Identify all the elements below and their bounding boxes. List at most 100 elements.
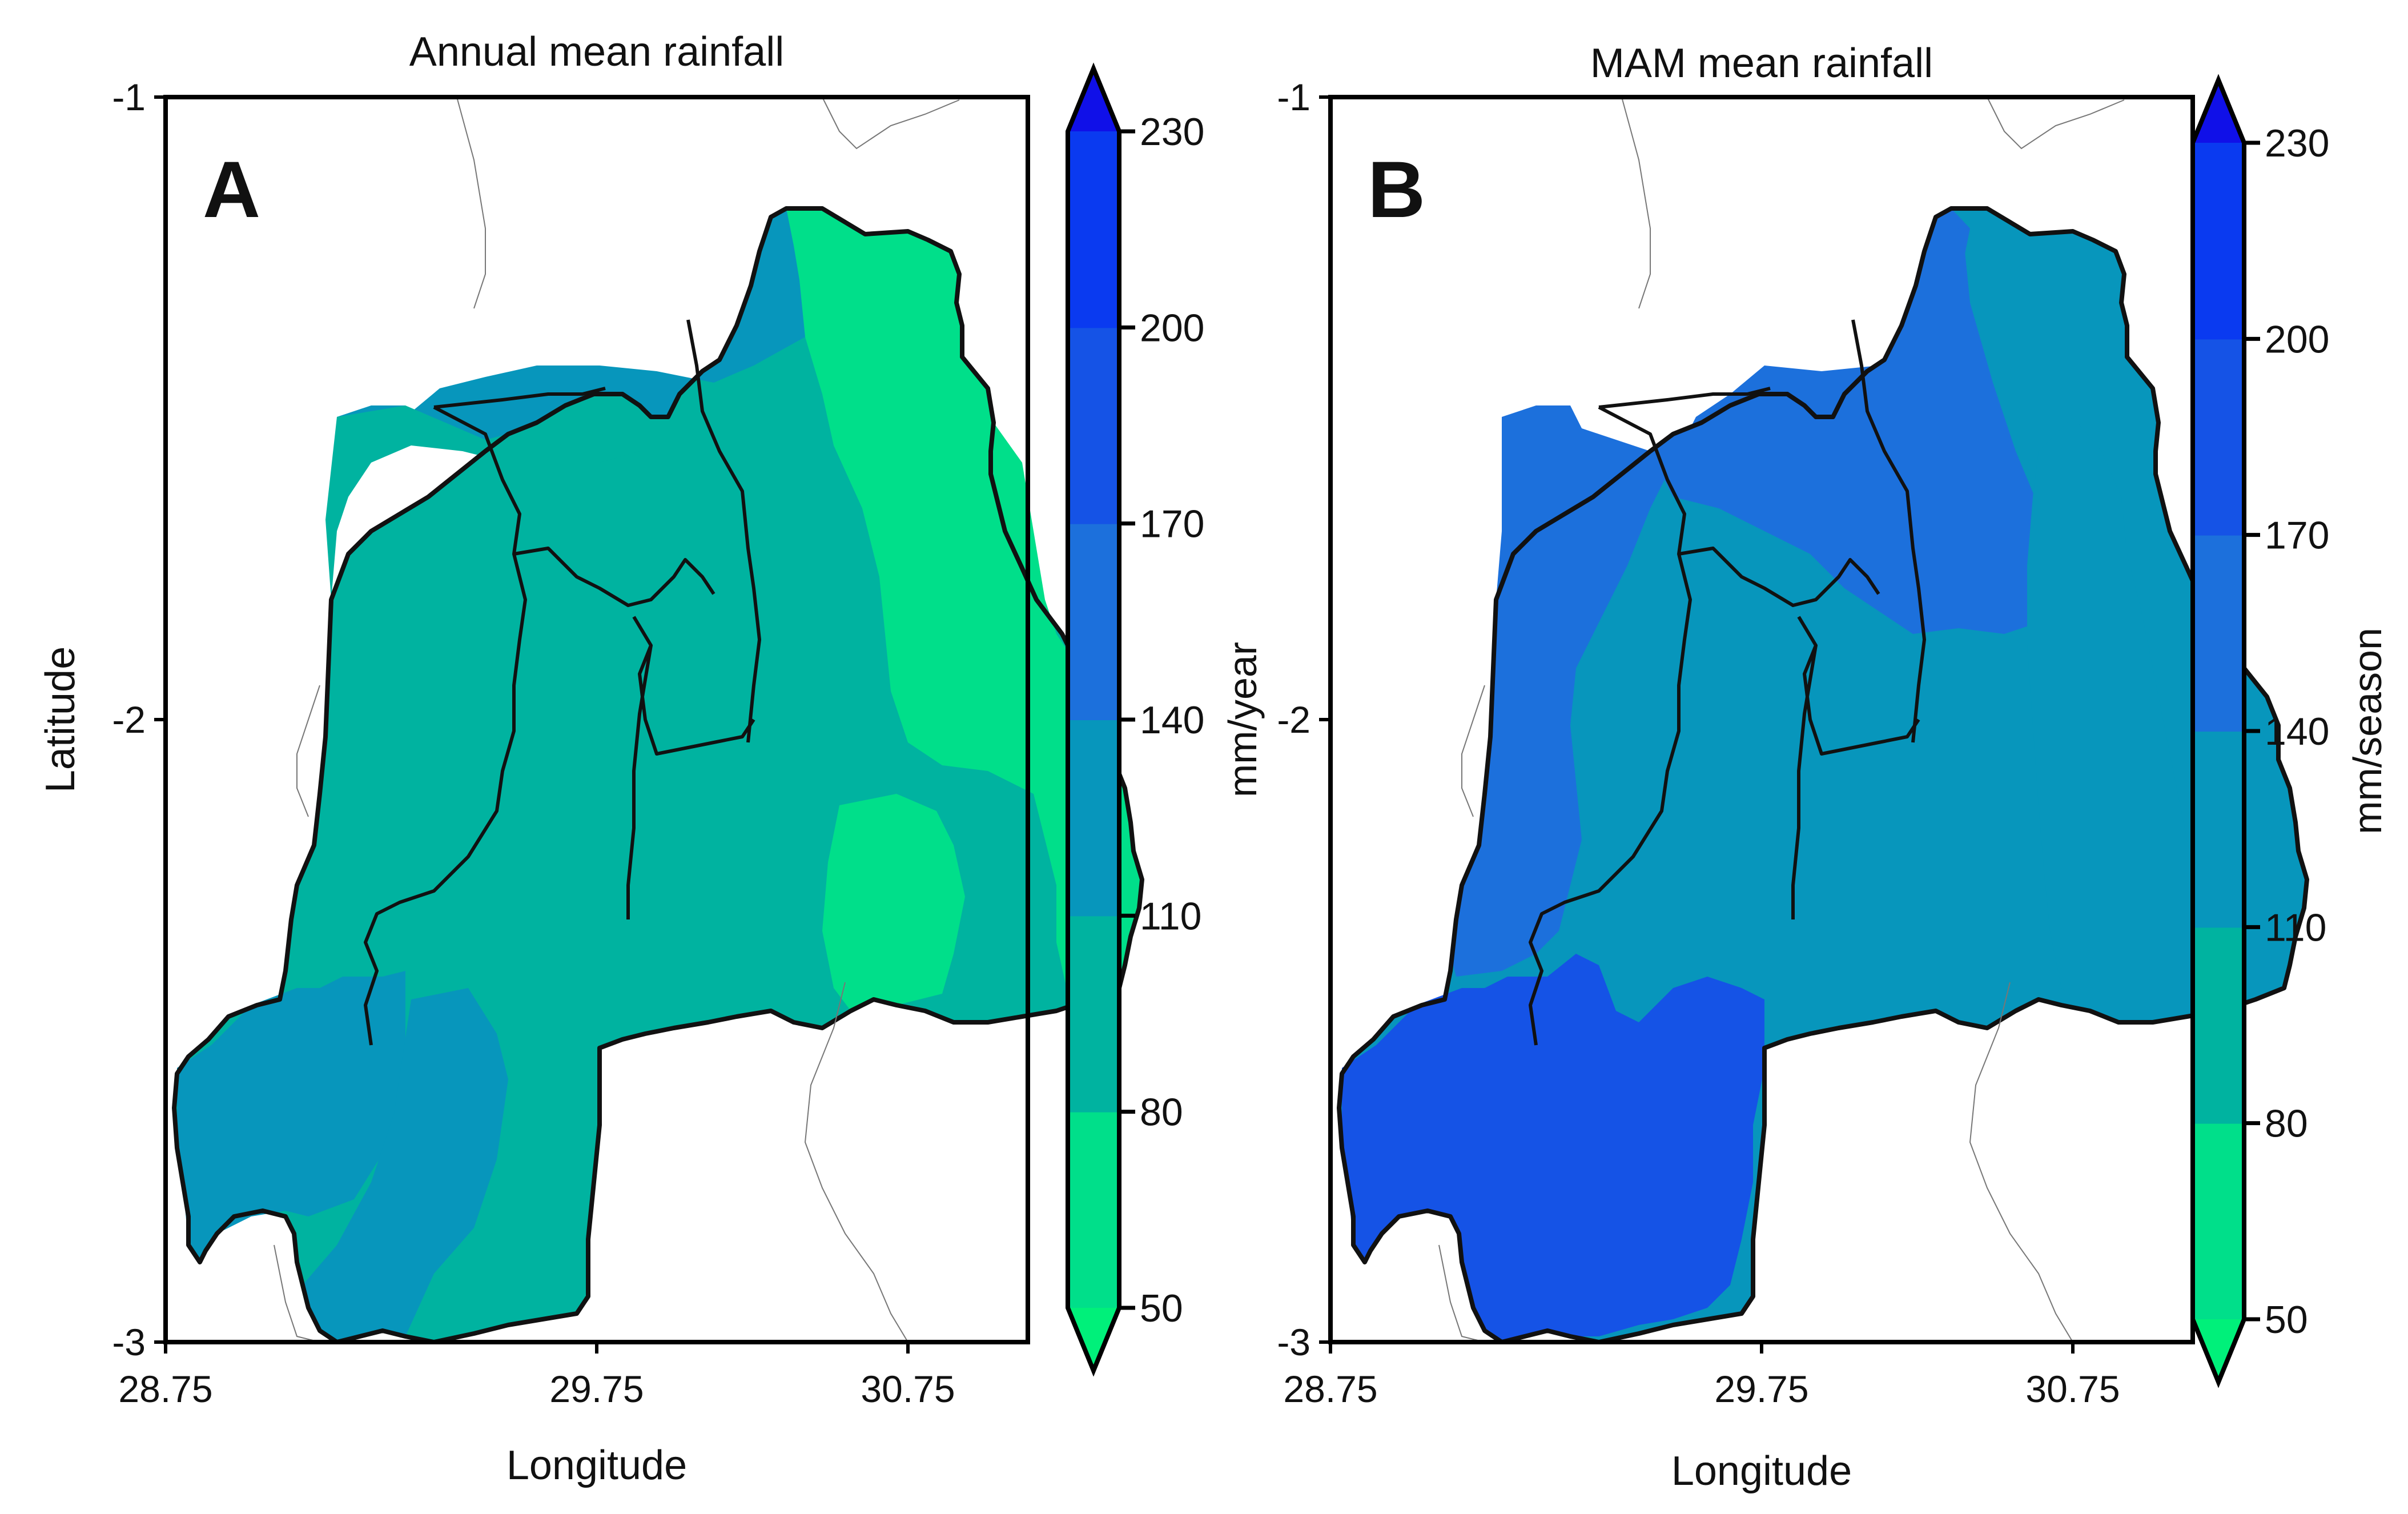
neighbour-border-line xyxy=(1438,1244,1485,1343)
colorbar-tick-label: 200 xyxy=(2265,318,2329,361)
colorbar-tick-label: 140 xyxy=(1140,698,1204,742)
province-boundaries xyxy=(1339,208,2307,1342)
boundary-line xyxy=(1529,405,1692,1046)
colorbar-b: 50 80 110 140 170 200 230 mm/season xyxy=(2190,74,2390,1388)
y-tick-label: -1 xyxy=(112,76,146,118)
x-tick-label: 30.75 xyxy=(861,1368,955,1410)
neighbour-border-line xyxy=(1969,982,2073,1343)
colorbar-band xyxy=(2193,731,2244,928)
x-tick-label: 30.75 xyxy=(2025,1368,2120,1410)
rainfall-south-region xyxy=(303,988,508,1342)
neighbour-border-line xyxy=(456,97,486,309)
y-tick-label: -2 xyxy=(1277,698,1310,741)
colorbar-band xyxy=(2193,535,2244,732)
colorbar-band xyxy=(2193,339,2244,536)
colorbar-band xyxy=(1068,1111,1119,1308)
colorbar-tick-label: 230 xyxy=(2265,122,2329,165)
colorbar-tick-label: 230 xyxy=(1140,110,1204,154)
colorbar-band xyxy=(2193,143,2244,340)
colorbar-tick-label: 170 xyxy=(2265,514,2329,557)
colorbar-extend-max xyxy=(1068,69,1119,131)
boundary-line xyxy=(1678,547,1880,607)
rainfall-map-b xyxy=(1339,97,2307,1342)
x-tick-label: 29.75 xyxy=(1714,1368,1808,1410)
boundary-line xyxy=(686,319,761,743)
colorbar-tick-label: 110 xyxy=(2265,906,2326,949)
panel-title-b: MAM mean rainfall xyxy=(1590,41,1933,86)
rainfall-east-region xyxy=(2027,417,2221,1022)
colorbar-band xyxy=(1068,327,1119,524)
y-tick-label: -2 xyxy=(112,698,146,741)
y-axis-a: -1 -2 -3 xyxy=(112,76,166,1363)
colorbar-tick-label: 140 xyxy=(2265,710,2329,753)
neighbour-border-line xyxy=(1987,97,2125,150)
neighbour-border-line xyxy=(822,97,960,150)
rainfall-east-region xyxy=(786,208,1142,999)
boundary-line xyxy=(1797,616,1920,756)
colorbar-band xyxy=(1068,523,1119,720)
x-tick-label: 29.75 xyxy=(549,1368,644,1410)
neighbour-border-line xyxy=(804,982,908,1343)
colorbar-band xyxy=(2193,1123,2244,1320)
colorbar-extend-min xyxy=(1068,1308,1119,1371)
neighbour-border-line xyxy=(274,1244,320,1343)
boundary-line xyxy=(1598,387,1771,409)
colorbar-tick-label: 50 xyxy=(2265,1298,2308,1342)
y-axis-b: -1 -2 -3 xyxy=(1277,76,1330,1363)
x-axis-a: 28.75 29.75 30.75 xyxy=(118,1342,955,1410)
panel-letter-a: A xyxy=(203,144,260,234)
rainfall-north-region xyxy=(325,394,640,600)
x-axis-label-b: Longitude xyxy=(1671,1448,1852,1494)
boundary-line xyxy=(364,405,527,1046)
colorbar-band xyxy=(1068,915,1119,1113)
colorbar-label-a: mm/year xyxy=(1220,642,1265,797)
colorbar-tick-label: 200 xyxy=(1140,306,1204,350)
colorbar-a: 50 80 110 140 170 200 230 mm/year xyxy=(1066,62,1265,1377)
boundary-line xyxy=(632,616,755,756)
colorbar-tick-label: 50 xyxy=(1140,1287,1183,1330)
boundary-line xyxy=(626,645,653,919)
x-tick-label: 28.75 xyxy=(118,1368,212,1410)
colorbar-band xyxy=(1068,720,1119,917)
x-axis-label-a: Longitude xyxy=(506,1443,687,1488)
colorbar-segments xyxy=(1068,69,1119,1371)
panel-b: B MAM mean rainfall -1 -2 -3 28.75 29.75… xyxy=(1277,41,2390,1494)
colorbar-tick-label: 110 xyxy=(1140,894,1201,938)
rainfall-southwest-region xyxy=(1342,954,1764,1342)
colorbar-extend-max xyxy=(2193,80,2244,143)
boundary-line xyxy=(433,387,606,409)
colorbar-band xyxy=(1068,131,1119,328)
neighbour-border-line xyxy=(296,685,320,817)
boundary-line xyxy=(1851,319,1926,743)
colorbar-segments xyxy=(2193,80,2244,1382)
panel-a: A Annual mean rainfall -1 -2 -3 Latitude… xyxy=(38,29,1265,1488)
colorbar-band xyxy=(2193,927,2244,1124)
boundary-line xyxy=(1791,645,1818,919)
neighbour-borders xyxy=(1438,97,2125,1343)
neighbour-border-line xyxy=(1621,97,1651,309)
rainfall-map-a xyxy=(174,97,1142,1342)
neighbour-border-line xyxy=(1461,685,1485,817)
x-tick-label: 28.75 xyxy=(1283,1368,1377,1410)
colorbar-extend-min xyxy=(2193,1319,2244,1382)
colorbar-label-b: mm/season xyxy=(2345,628,2390,834)
province-boundaries xyxy=(174,208,1142,1342)
rainfall-southeast-region xyxy=(822,794,965,1011)
neighbour-borders xyxy=(274,97,960,1343)
y-axis-label-a: Latitude xyxy=(38,646,83,793)
rainfall-southwest-region xyxy=(177,971,405,1262)
rainfall-north-region xyxy=(1650,208,2061,634)
colorbar-tick-label: 80 xyxy=(2265,1102,2308,1146)
boundary-line xyxy=(513,547,715,607)
y-tick-label: -3 xyxy=(112,1321,146,1363)
colorbar-ticks: 50 80 110 140 170 200 230 xyxy=(1119,110,1204,1330)
colorbar-ticks: 50 80 110 140 170 200 230 xyxy=(2244,122,2329,1342)
x-axis-b: 28.75 29.75 30.75 xyxy=(1283,1342,2120,1410)
colorbar-tick-label: 80 xyxy=(1140,1091,1183,1134)
y-tick-label: -3 xyxy=(1277,1321,1310,1363)
panel-letter-b: B xyxy=(1368,144,1425,234)
y-tick-label: -1 xyxy=(1277,76,1310,118)
colorbar-tick-label: 170 xyxy=(1140,503,1204,546)
panel-title-a: Annual mean rainfall xyxy=(409,29,784,75)
